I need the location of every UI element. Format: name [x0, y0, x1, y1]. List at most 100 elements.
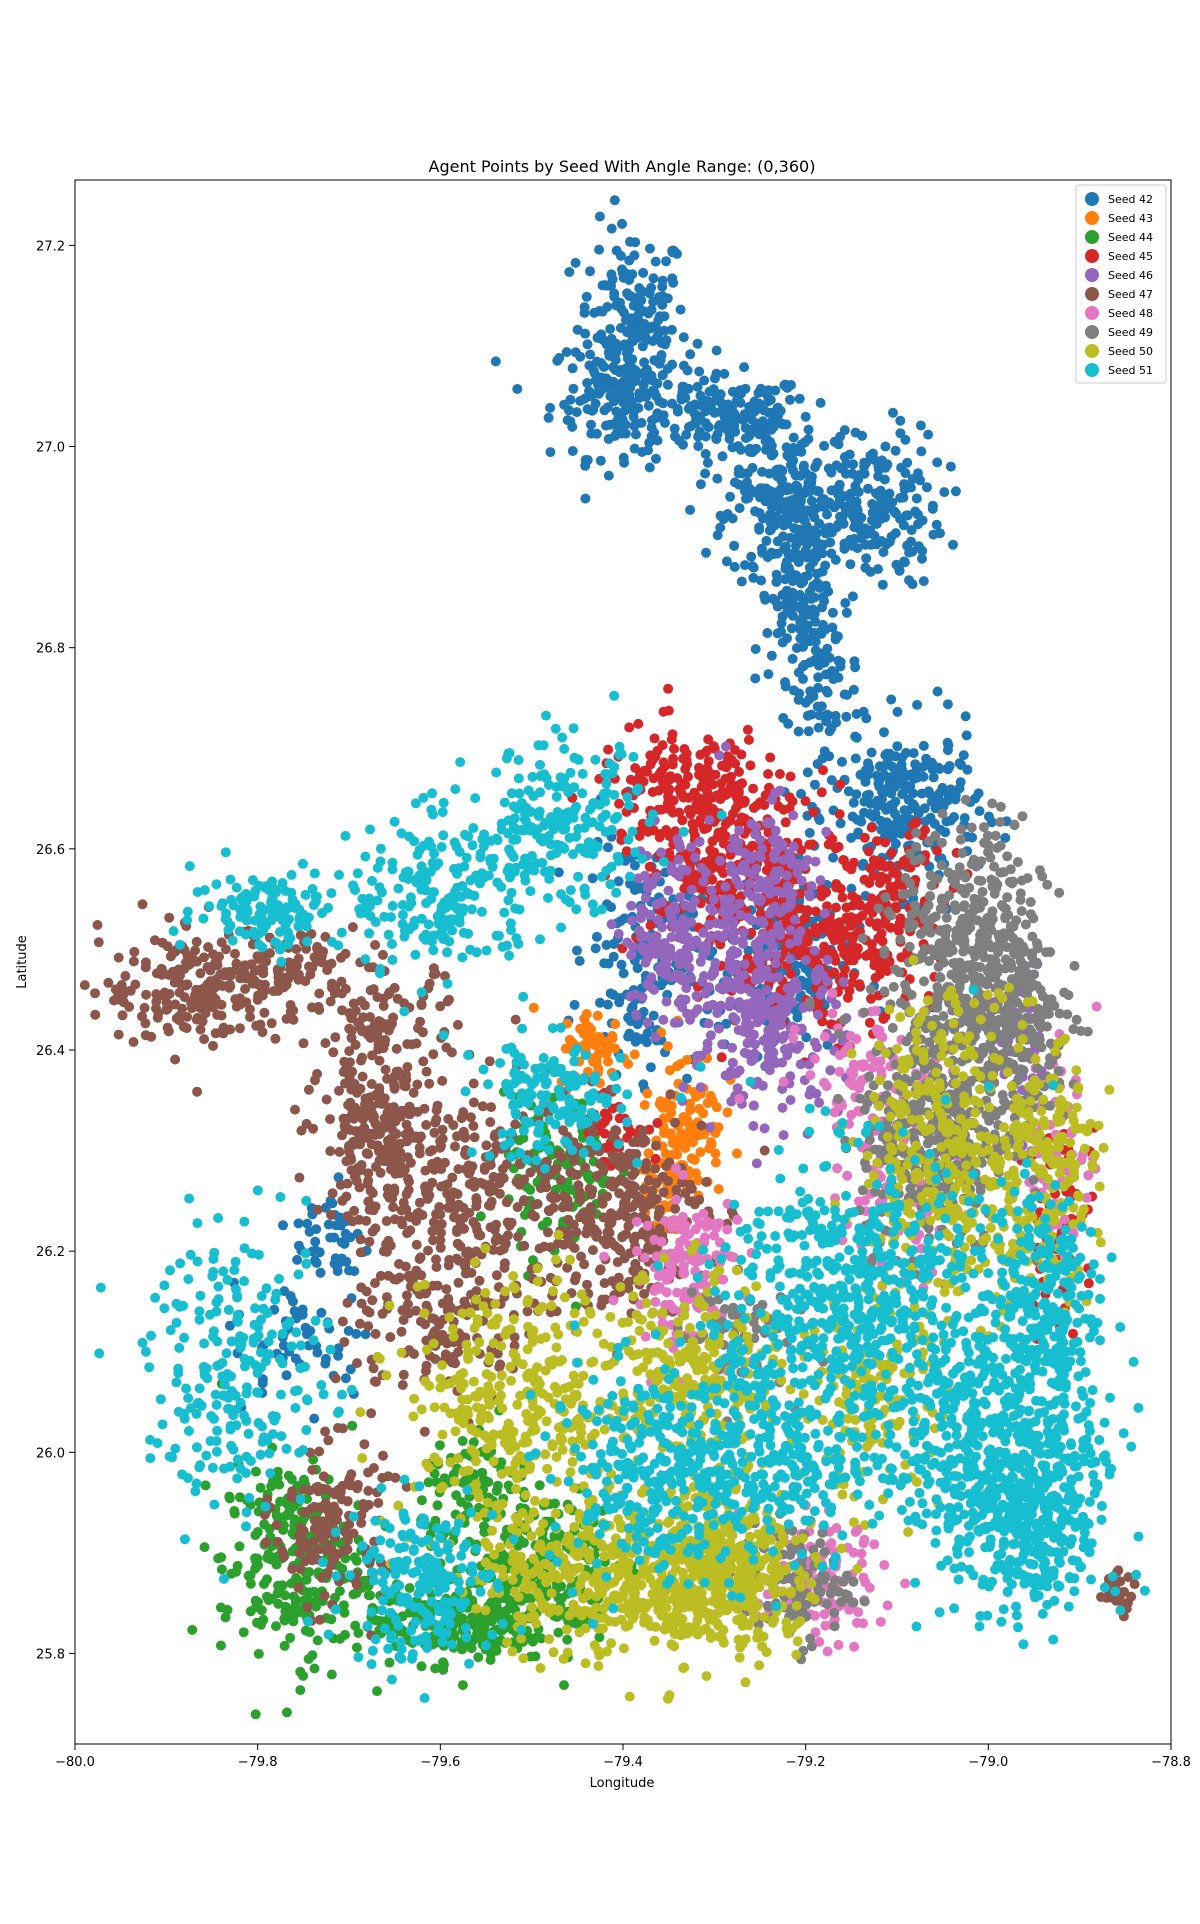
data-point	[872, 800, 883, 811]
data-point	[848, 943, 859, 954]
data-point	[661, 996, 672, 1007]
data-point	[748, 1100, 759, 1111]
data-point	[917, 553, 927, 564]
data-point	[728, 1012, 739, 1023]
data-point	[313, 1001, 324, 1012]
data-point	[340, 1373, 351, 1384]
data-point	[749, 406, 760, 417]
data-point	[285, 1291, 296, 1302]
data-point	[819, 624, 830, 635]
data-point	[446, 1047, 457, 1058]
data-point	[665, 910, 676, 921]
data-point	[710, 1157, 721, 1168]
data-point	[676, 394, 687, 405]
data-point	[675, 304, 686, 315]
data-point	[303, 1084, 314, 1095]
data-point	[312, 1347, 323, 1358]
data-point	[828, 674, 839, 685]
data-point	[839, 425, 850, 436]
data-point	[545, 447, 556, 458]
data-point	[168, 966, 179, 977]
data-point	[170, 1054, 181, 1065]
data-point	[704, 815, 715, 825]
data-point	[828, 852, 839, 863]
data-point	[804, 636, 815, 647]
data-point	[974, 806, 985, 817]
data-point	[744, 878, 755, 889]
data-point	[714, 750, 725, 761]
data-point	[700, 449, 711, 459]
data-point	[231, 958, 242, 969]
data-point	[473, 1652, 484, 1663]
data-point	[783, 1000, 794, 1011]
data-point	[659, 417, 670, 428]
data-point	[752, 953, 763, 964]
data-point	[942, 699, 953, 710]
data-point	[702, 1038, 713, 1049]
data-point	[652, 378, 663, 389]
data-point	[685, 1014, 695, 1025]
data-point	[586, 419, 596, 430]
data-point	[834, 917, 845, 928]
data-point	[927, 503, 938, 514]
data-point	[771, 866, 781, 877]
data-point	[727, 442, 738, 453]
data-point	[642, 1017, 653, 1028]
data-point	[582, 339, 593, 350]
data-point	[606, 223, 617, 234]
data-point	[788, 455, 799, 466]
data-point	[772, 921, 783, 931]
data-point	[853, 487, 864, 497]
data-point	[727, 919, 738, 930]
data-point	[664, 774, 675, 785]
points-layer	[79, 195, 1150, 1720]
data-point	[729, 540, 740, 551]
data-point	[639, 318, 650, 329]
data-point	[870, 972, 881, 983]
data-point	[878, 547, 889, 558]
data-point	[609, 291, 620, 302]
data-point	[580, 328, 591, 339]
data-point	[623, 362, 634, 372]
data-point	[791, 643, 802, 653]
data-point	[707, 836, 718, 847]
data-point	[943, 764, 954, 775]
data-point	[311, 1258, 322, 1268]
data-point	[733, 468, 744, 479]
data-point	[817, 602, 827, 613]
data-point	[787, 653, 798, 664]
data-point	[831, 902, 841, 913]
data-point	[353, 1018, 364, 1029]
data-point	[738, 415, 749, 426]
data-point	[271, 1621, 281, 1632]
data-point	[888, 407, 898, 418]
data-point	[346, 1084, 357, 1095]
data-point	[751, 1158, 762, 1169]
data-point	[886, 694, 897, 705]
data-point	[753, 944, 764, 955]
data-point	[808, 807, 819, 818]
data-point	[658, 706, 669, 717]
data-point	[606, 269, 617, 280]
data-point	[580, 493, 591, 504]
data-point	[712, 473, 723, 484]
data-point	[919, 803, 930, 814]
data-point	[567, 446, 578, 456]
data-point	[776, 475, 787, 486]
data-point	[569, 999, 580, 1010]
data-point	[601, 420, 611, 431]
data-point	[760, 594, 771, 605]
data-point	[645, 243, 655, 254]
data-point	[676, 994, 687, 1005]
data-point	[817, 920, 828, 931]
data-point	[752, 988, 763, 999]
data-point	[245, 1606, 256, 1617]
data-point	[338, 1067, 349, 1077]
data-point	[811, 975, 822, 986]
data-point	[651, 453, 661, 464]
data-point	[833, 841, 844, 852]
data-point	[695, 1082, 706, 1093]
data-point	[785, 394, 795, 405]
data-point	[678, 779, 689, 790]
data-point	[729, 561, 740, 572]
